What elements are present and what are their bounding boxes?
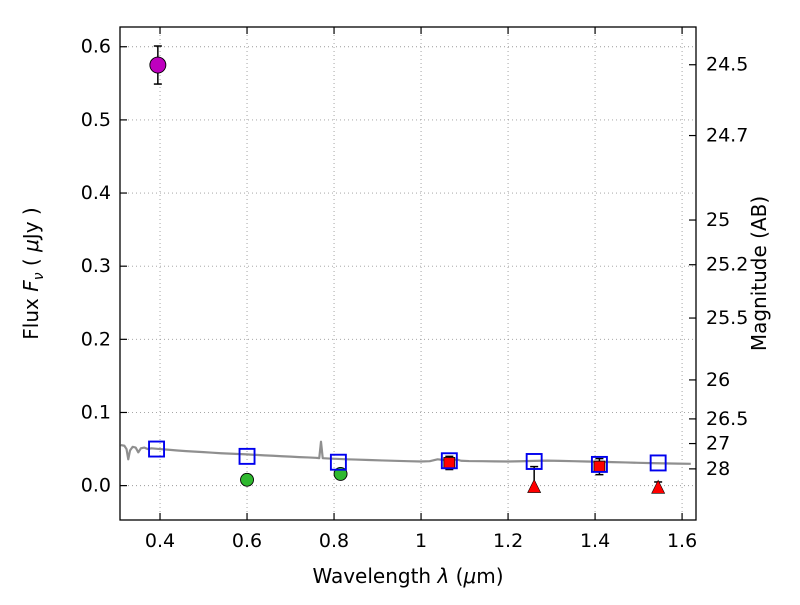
x-tick-label: 1 [415, 530, 427, 552]
y-axis-label-left: Flux Fν ( μJy ) [19, 207, 47, 339]
y-tick-right-label: 25 [706, 209, 730, 231]
model-photometry-marker [329, 453, 347, 471]
y-tick-left-label: 0.2 [81, 328, 111, 350]
y-tick-right-label: 26.5 [706, 408, 748, 430]
model-photometry-marker [238, 447, 256, 465]
detections-green-marker [333, 466, 348, 481]
x-axis-label: Wavelength λ (μm) [312, 564, 503, 588]
model-photometry-marker [590, 455, 608, 473]
y-tick-right-label: 25.2 [706, 254, 748, 276]
x-tick-label: 0.6 [232, 530, 262, 552]
y-tick-right-label: 26 [706, 369, 730, 391]
y-tick-right-label: 27 [706, 433, 730, 455]
y-tick-left-label: 0.1 [81, 401, 111, 423]
upper-limits-marker [527, 478, 542, 493]
y-tick-left-label: 0.4 [81, 182, 111, 204]
y-tick-right-label: 28 [706, 458, 730, 480]
model-photometry-marker [440, 452, 458, 470]
upper-limits-marker [651, 479, 666, 494]
model-photometry-marker [148, 440, 165, 458]
x-tick-label: 0.8 [319, 530, 349, 552]
model-photometry-marker [649, 454, 667, 472]
y-axis-label-right: Magnitude (AB) [747, 196, 771, 351]
y-tick-left-label: 0.5 [81, 109, 111, 131]
y-tick-right-label: 24.5 [706, 54, 748, 76]
detection-magenta-marker [149, 56, 167, 74]
y-tick-left-label: 0.0 [81, 475, 111, 497]
y-tick-right-label: 24.7 [706, 125, 748, 147]
x-tick-label: 1.2 [493, 530, 523, 552]
model-photometry-marker [525, 453, 543, 470]
detections-red-marker [443, 457, 456, 469]
x-tick-label: 1.6 [667, 530, 697, 552]
y-tick-right-label: 25.5 [706, 307, 748, 329]
detections-green-marker [240, 472, 254, 487]
y-tick-left-label: 0.3 [81, 255, 111, 277]
x-tick-label: 0.4 [145, 530, 175, 552]
y-tick-left-label: 0.6 [81, 36, 111, 58]
x-tick-label: 1.4 [580, 530, 610, 552]
model-spectrum [120, 440, 691, 465]
axes-box [119, 26, 697, 521]
detections-red-marker [593, 460, 606, 473]
